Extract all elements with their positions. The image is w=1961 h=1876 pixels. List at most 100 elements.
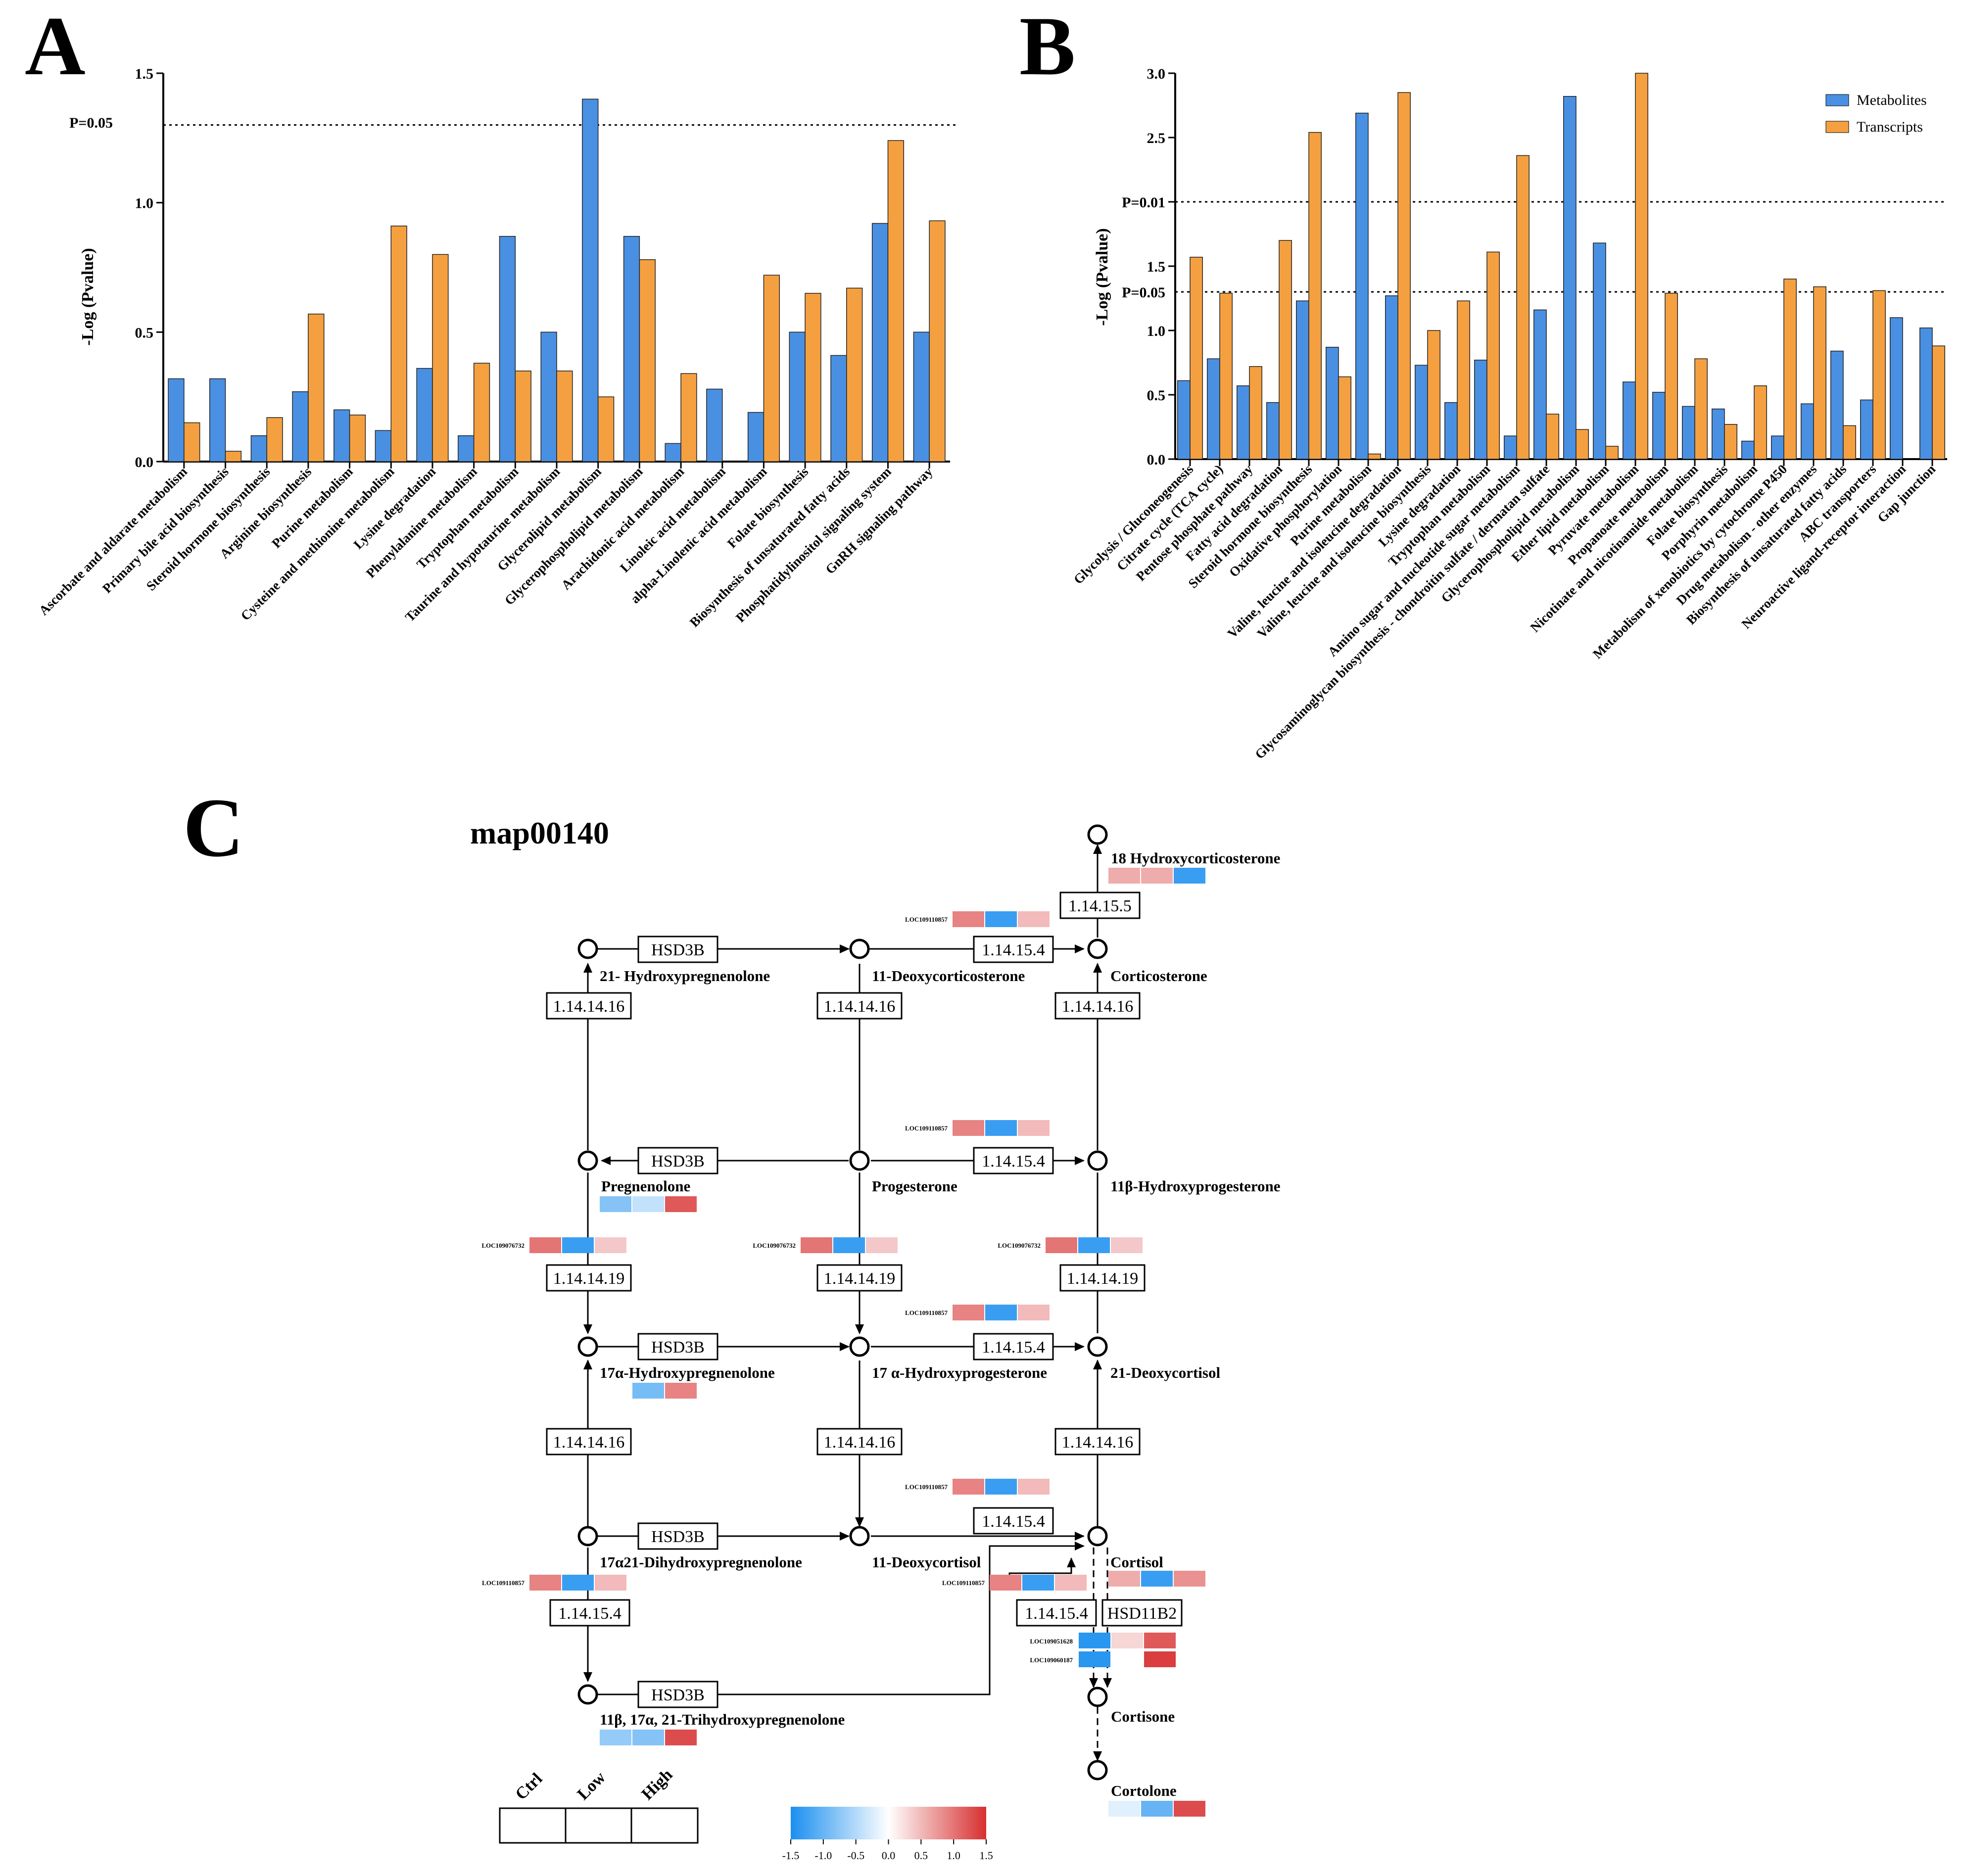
node-cortisol[interactable] [1087, 1526, 1108, 1547]
heat-cell [1079, 1651, 1110, 1667]
chart-A-bar-transcripts [887, 140, 905, 462]
enzyme-box-114154-cortisol[interactable] [973, 1507, 1054, 1535]
node-11-deoxycorticosterone[interactable] [849, 938, 870, 959]
heat-gene-9 [990, 1575, 1087, 1591]
enzyme-box-hsd3b-3[interactable] [637, 1333, 718, 1360]
enzyme-box-1141416-b[interactable] [816, 992, 903, 1020]
gene-label-3: LOC109076732 [481, 1242, 525, 1249]
enzyme-box-1141416-e[interactable] [816, 1428, 903, 1455]
panel-b-letter: B [1019, 0, 1075, 93]
enzyme-1141416-f: 1.14.14.16 [1062, 1433, 1134, 1452]
enzyme-box-114154-left[interactable] [549, 1599, 630, 1627]
label-21-hydroxypregnenolone: 21- Hydroxypregnenolone [600, 967, 770, 985]
node-trihydroxypregnenolone[interactable] [577, 1684, 598, 1705]
chart-A-bar-transcripts [225, 451, 242, 462]
chart-A-bar-metabolites [499, 235, 516, 462]
enzyme-box-1141419-c[interactable] [1059, 1264, 1146, 1292]
chart-A-bar-metabolites [292, 391, 309, 462]
heat-pregnenolone [600, 1196, 697, 1212]
heat-cell [562, 1237, 594, 1253]
chart-A-bar-transcripts [639, 259, 656, 462]
enzyme-box-1141416-a[interactable] [546, 992, 632, 1020]
node-21-deoxycortisol[interactable] [1087, 1336, 1108, 1357]
enzyme-box-1141416-c[interactable] [1054, 992, 1141, 1020]
node-corticosterone[interactable] [1087, 938, 1108, 959]
node-cortisone[interactable] [1087, 1687, 1108, 1707]
chart-B-bar-metabolites [1919, 328, 1933, 460]
heat-cell [1018, 911, 1050, 927]
chart-A-category-label: Phosphatidylinositol signaling system [733, 464, 894, 625]
node-11-deoxycortisol[interactable] [849, 1526, 870, 1547]
chart-B-bar-metabolites [1860, 399, 1873, 460]
enzyme-hsd3b-3: HSD3B [651, 1338, 705, 1357]
heat-cortolone [1108, 1801, 1205, 1817]
heat-cell [529, 1237, 561, 1253]
node-pregnenolone[interactable] [577, 1150, 598, 1171]
enzyme-box-1141545-top[interactable] [973, 936, 1054, 963]
chart-B-bar-transcripts [1368, 453, 1381, 460]
enzyme-box-1141416-f[interactable] [1054, 1428, 1141, 1455]
enzyme-1141416-b: 1.14.14.16 [824, 997, 896, 1016]
gene-label-1: LOC109110857 [905, 916, 948, 923]
chart-B-bar-metabolites [1652, 392, 1666, 460]
legend-transcripts-label: Transcripts [1857, 119, 1923, 135]
heat-cell [1079, 1633, 1110, 1648]
heat-cell [1108, 868, 1140, 884]
enzyme-box-1141419-a[interactable] [546, 1264, 632, 1292]
enzyme-114155: 1.14.15.5 [1068, 897, 1132, 915]
label-11-deoxycortisol: 11-Deoxycortisol [872, 1553, 981, 1571]
node-17a-hydroxyprogesterone[interactable] [849, 1336, 870, 1357]
chart-A-bar-transcripts [184, 422, 200, 462]
enzyme-1141416-e: 1.14.14.16 [824, 1433, 896, 1452]
legend-metabolites-label: Metabolites [1857, 92, 1927, 108]
enzyme-box-hsd3b-1[interactable] [637, 936, 718, 963]
chart-A-bar-transcripts [556, 371, 573, 462]
chart-B-ytick-label: 0.0 [1147, 452, 1166, 468]
enzyme-box-hsd11b2[interactable] [1101, 1599, 1183, 1627]
heat-cell [985, 911, 1017, 927]
chart-B-bar-transcripts [1605, 446, 1619, 460]
enzyme-box-114155[interactable] [1059, 891, 1141, 919]
chart-B-bar-metabolites [1712, 408, 1725, 460]
enzyme-box-1141419-b[interactable] [816, 1264, 903, 1292]
chart-B-bar-metabolites [1266, 402, 1280, 460]
enzyme-box-114154-mid[interactable] [973, 1147, 1054, 1174]
chart-B-bar-metabolites [1355, 112, 1369, 460]
chart-A-bar-metabolites [789, 331, 806, 462]
enzyme-box-1141416-d[interactable] [546, 1428, 632, 1455]
node-17a21-dihydroxypregnenolone[interactable] [577, 1526, 598, 1547]
node-17a-hydroxypregnenolone[interactable] [577, 1336, 598, 1357]
chart-B-bar-metabolites [1237, 385, 1250, 460]
colorbar-tick-label: -1.5 [782, 1849, 800, 1862]
enzyme-box-hsd3b-5[interactable] [637, 1681, 718, 1708]
chart-B-bar-metabolites [1623, 381, 1636, 460]
heat-cell [1022, 1575, 1054, 1591]
enzyme-114154-lower: 1.14.15.4 [982, 1338, 1045, 1357]
label-pregnenolone: Pregnenolone [601, 1177, 690, 1195]
node-progesterone[interactable] [849, 1150, 870, 1171]
chart-A-ytick-label: 1.0 [135, 195, 154, 212]
node-18-hydroxycorticosterone[interactable] [1087, 824, 1108, 845]
enzyme-box-114154-right[interactable] [1016, 1599, 1097, 1627]
chart-A-bar-transcripts [763, 275, 780, 462]
pathway-diagram: map00140 [470, 815, 1281, 1862]
gene-label-4: LOC109076732 [753, 1242, 796, 1249]
enzyme-box-hsd3b-2[interactable] [637, 1147, 718, 1174]
heat-loc109051628 [1079, 1633, 1176, 1648]
label-progesterone: Progesterone [872, 1177, 957, 1195]
enzyme-114154-top: 1.14.15.4 [982, 941, 1045, 959]
chart-B-bar-transcripts [1427, 330, 1440, 460]
heat-cell [1111, 1651, 1143, 1667]
enzyme-box-hsd3b-4[interactable] [637, 1522, 718, 1550]
heat-trihydroxypregnenolone [600, 1730, 697, 1745]
chart-B-bar-transcripts [1219, 292, 1233, 460]
label-18-hydroxycorticosterone: 18 Hydroxycorticosterone [1111, 849, 1280, 867]
chart-A-bar-metabolites [830, 355, 847, 462]
label-cortisone: Cortisone [1111, 1708, 1175, 1725]
chart-B-bar-metabolites [1207, 358, 1220, 460]
heat-cell [1111, 1237, 1143, 1253]
enzyme-box-114154-lower[interactable] [973, 1333, 1054, 1360]
node-21-hydroxypregnenolone[interactable] [577, 938, 598, 959]
node-cortolone[interactable] [1087, 1760, 1108, 1781]
node-11b-hydroxyprogesterone[interactable] [1087, 1150, 1108, 1171]
